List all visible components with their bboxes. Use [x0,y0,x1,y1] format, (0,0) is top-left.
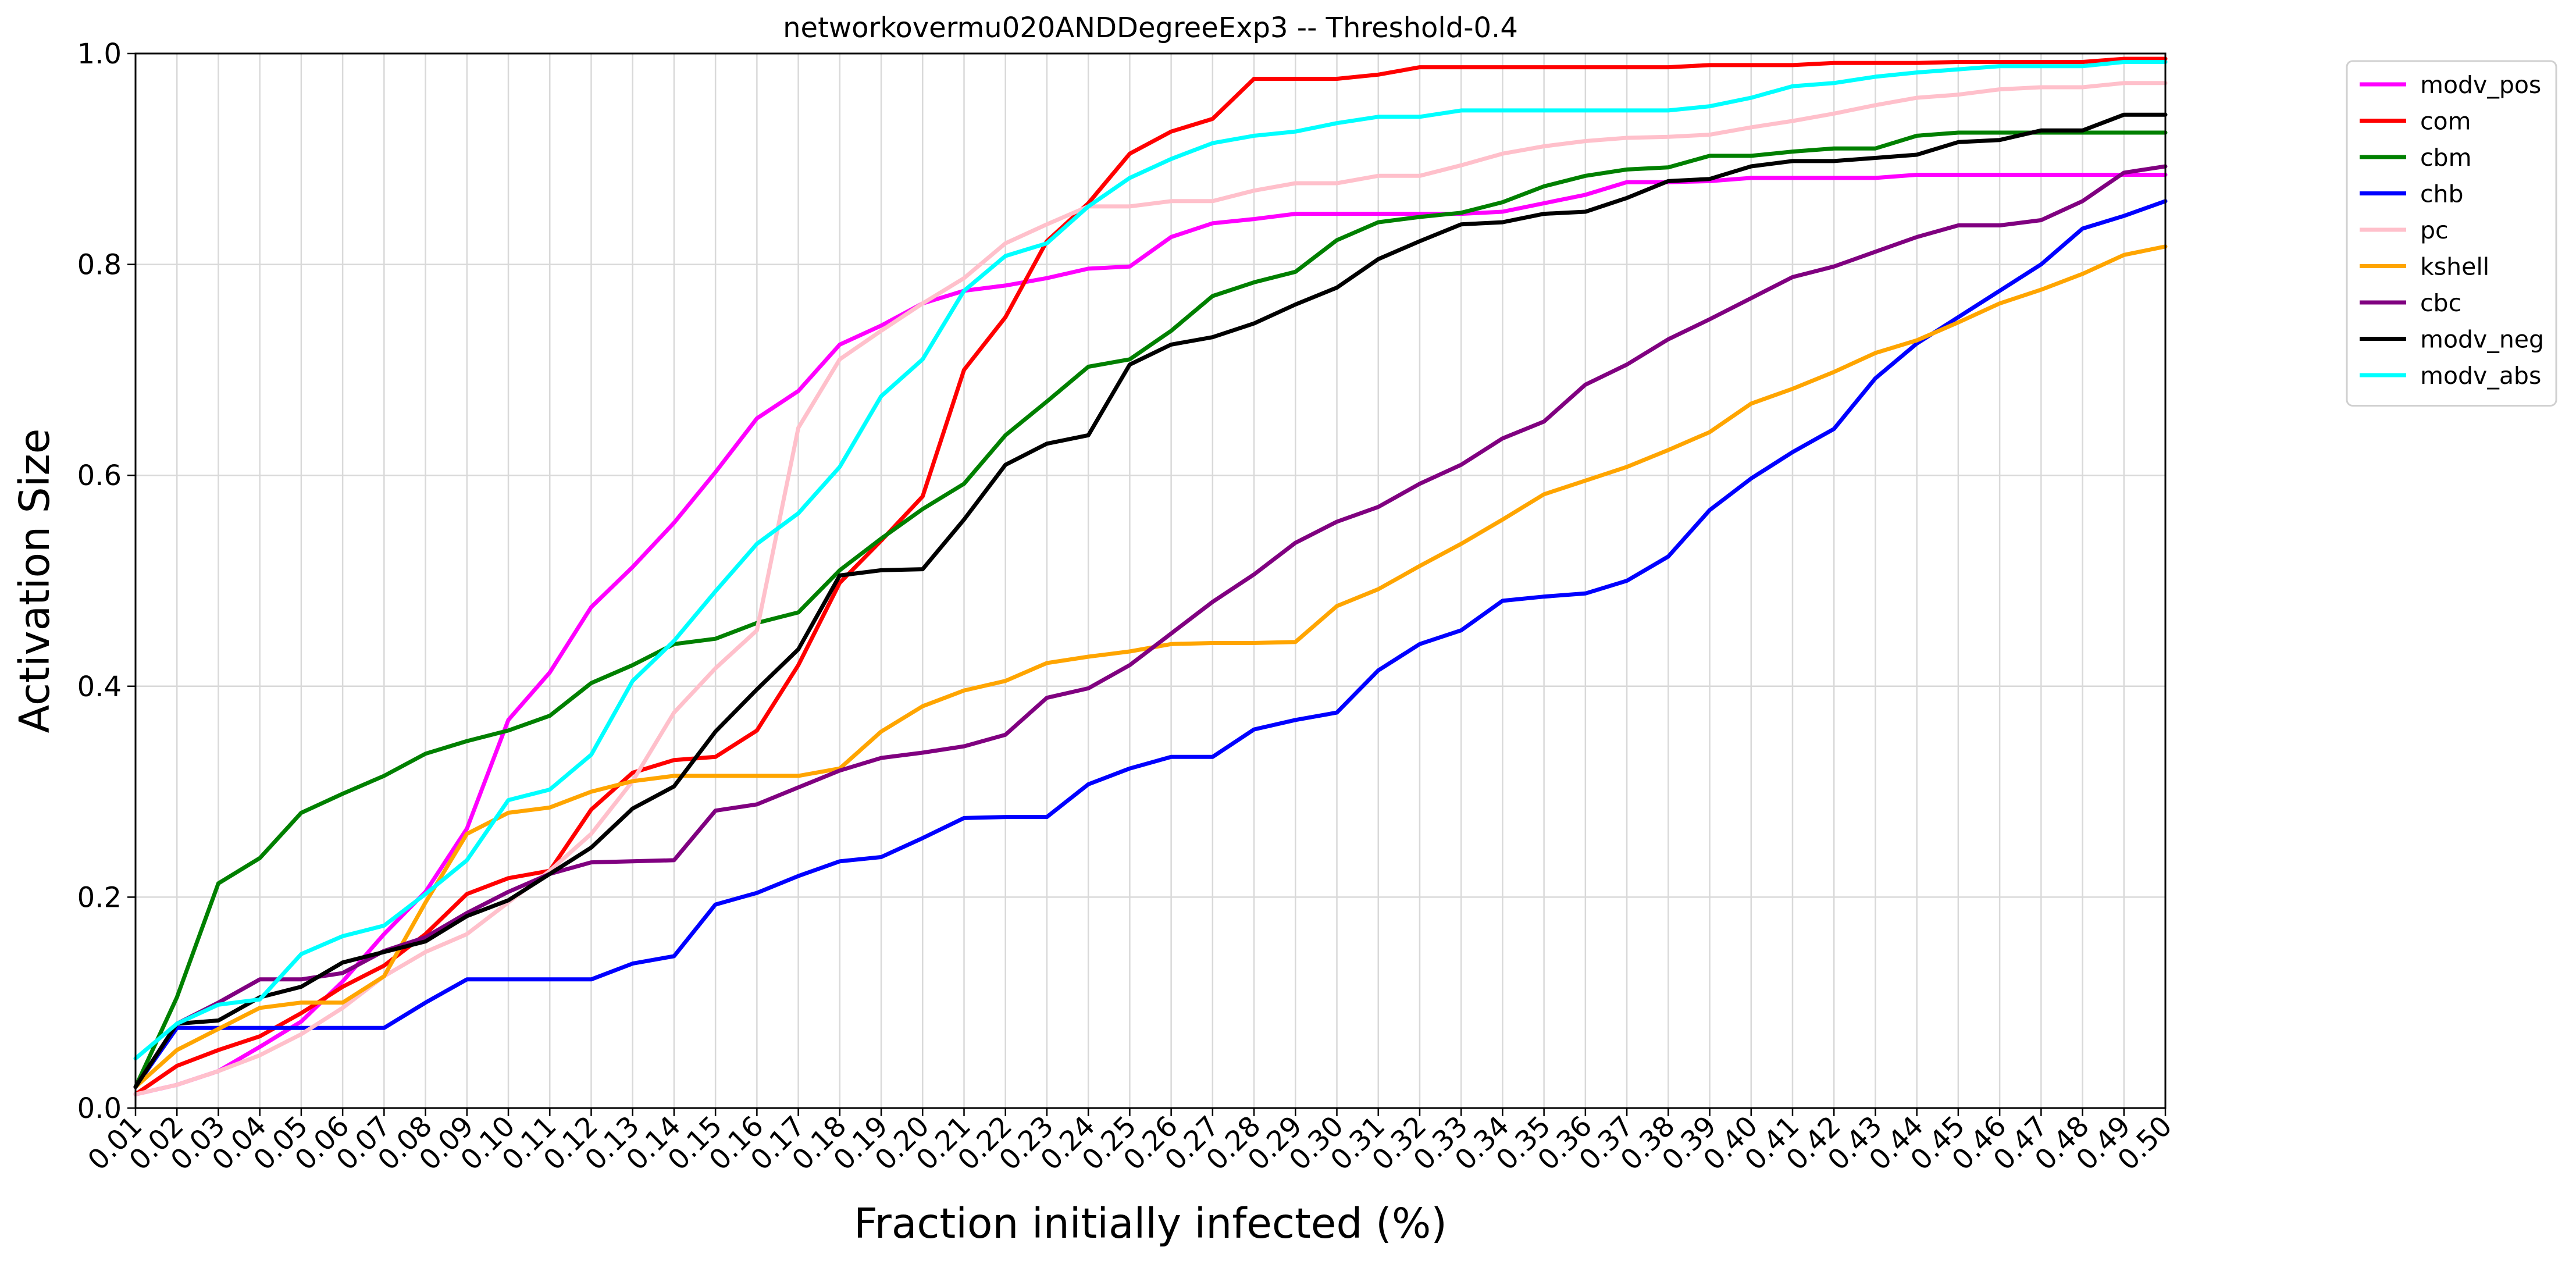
legend-label: cbm [2420,144,2472,172]
legend-label: chb [2420,180,2464,208]
series-line-kshell [133,244,2168,1089]
legend-label: kshell [2420,253,2489,281]
x-axis-label: Fraction initially infected (%) [854,1199,1447,1248]
y-tick-label: 0.8 [77,249,122,282]
plot-frame [134,52,2167,1109]
series-line-pc [133,81,2168,1096]
legend-label: modv_abs [2420,362,2541,390]
grid-layer [134,52,2167,1109]
legend-label: cbc [2420,289,2461,317]
series-line-com [133,56,2168,1096]
y-tick-label: 0.6 [77,460,122,492]
y-tick-label: 0.0 [77,1092,122,1125]
legend-label: pc [2420,216,2449,244]
series-line-chb [133,199,2168,1089]
legend-label: modv_pos [2420,71,2541,99]
series-line-modv-neg [133,112,2168,1089]
series-layer [133,56,2168,1096]
y-axis-label: Activation Size [10,429,59,733]
ticks-layer: 0.010.020.030.040.050.060.070.080.090.10… [77,38,2179,1177]
series-line-modv-abs [133,60,2168,1061]
series-line-cbm [133,130,2168,1089]
y-tick-label: 1.0 [77,38,122,70]
y-tick-label: 0.4 [77,671,122,703]
series-line-modv-pos [133,173,2168,1096]
legend-label: com [2420,108,2471,136]
legend-label: modv_neg [2420,326,2544,354]
legend-box [2346,60,2557,407]
chart-title: networkovermu020ANDDegreeExp3 -- Thresho… [783,12,1518,44]
y-tick-label: 0.2 [77,881,122,914]
series-line-cbc [133,164,2168,1089]
